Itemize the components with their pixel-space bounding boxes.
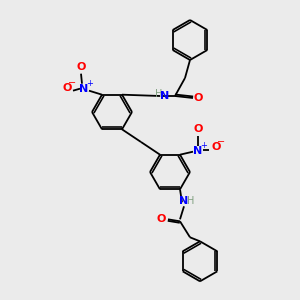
Text: N: N — [194, 146, 202, 156]
Text: O: O — [193, 93, 203, 103]
Text: N: N — [80, 84, 88, 94]
Text: −: − — [217, 137, 225, 147]
Text: O: O — [156, 214, 166, 224]
Text: N: N — [160, 91, 169, 101]
Text: O: O — [76, 62, 86, 72]
Text: N: N — [179, 196, 189, 206]
Text: O: O — [62, 83, 72, 93]
Text: H: H — [187, 196, 195, 206]
Text: H: H — [155, 89, 163, 99]
Text: −: − — [68, 78, 76, 88]
Text: O: O — [211, 142, 221, 152]
Text: +: + — [87, 79, 93, 88]
Text: O: O — [193, 124, 203, 134]
Text: +: + — [201, 141, 207, 150]
